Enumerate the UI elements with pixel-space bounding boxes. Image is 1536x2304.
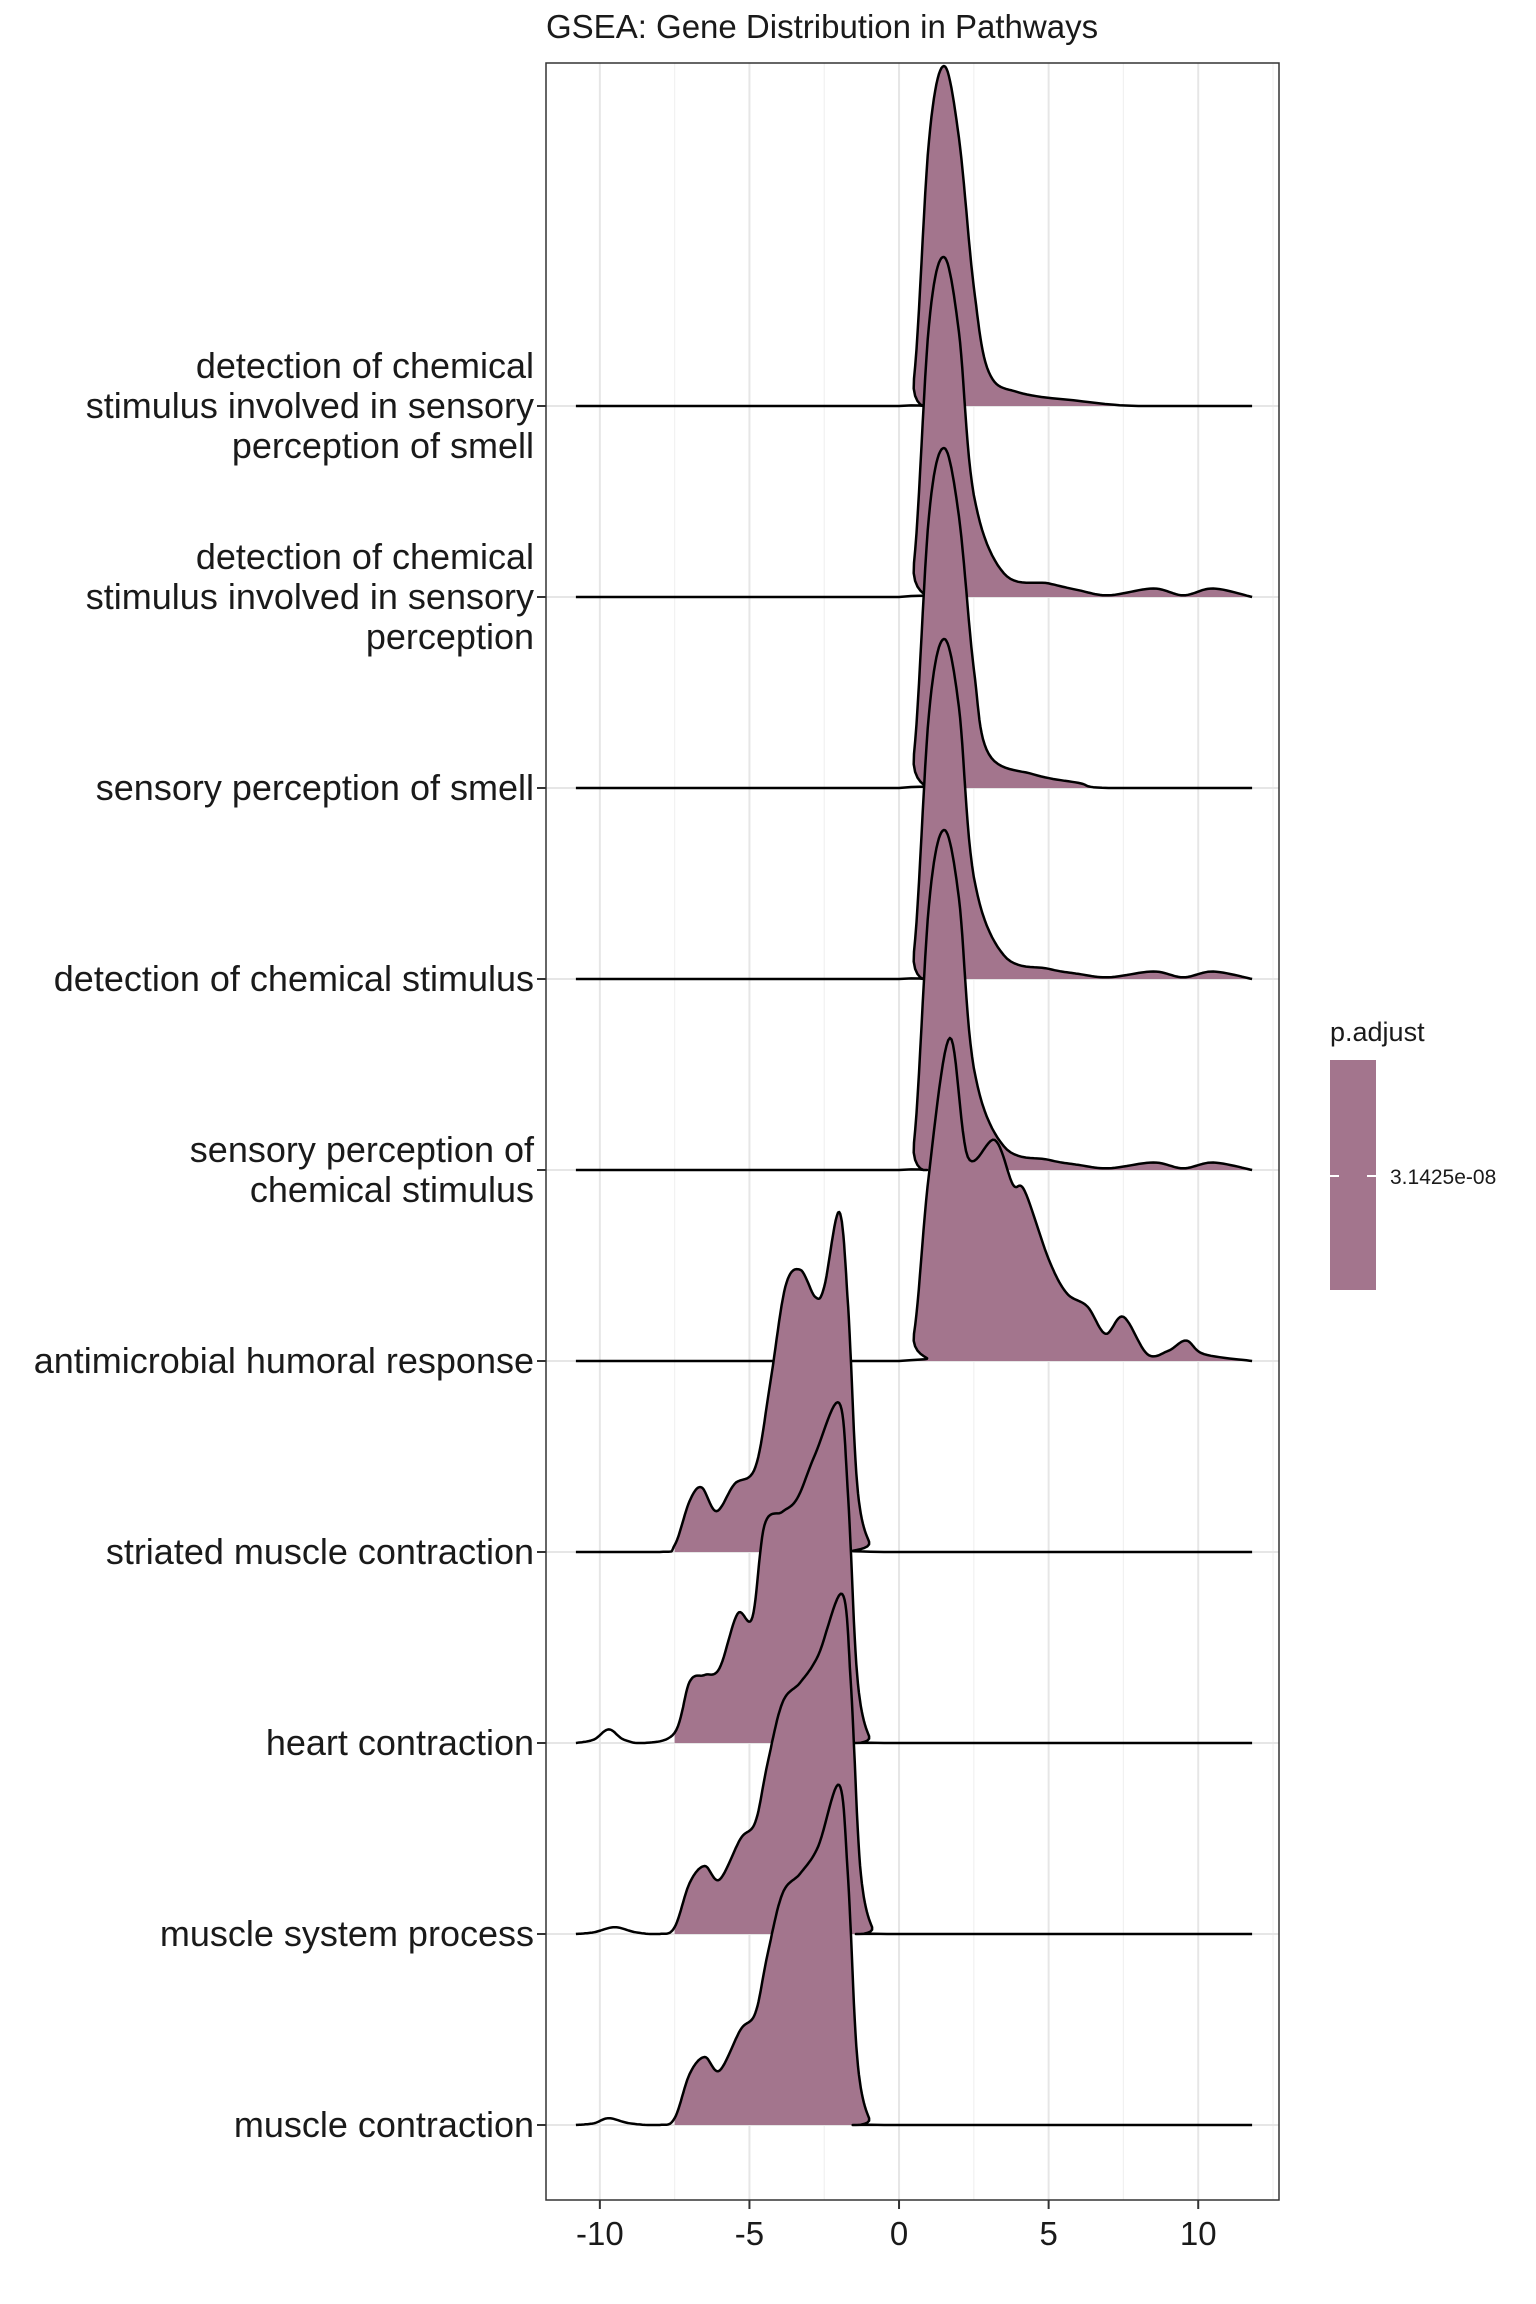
x-tick-label: 5 xyxy=(1039,2215,1057,2252)
ridge-outline xyxy=(575,1592,1253,1936)
x-tick-label: -5 xyxy=(735,2215,764,2252)
ridge-layer xyxy=(575,64,1253,2127)
x-tick-label: 0 xyxy=(890,2215,908,2252)
grid-layer xyxy=(546,63,1279,2200)
ridge-outline xyxy=(575,1036,1253,1363)
y-tick-label: striated muscle contraction xyxy=(106,1531,534,1572)
y-tick-label: detection of chemical stimulus xyxy=(54,958,534,999)
y-tick-label: stimulus involved in sensory xyxy=(86,385,534,426)
ridge-row xyxy=(575,1783,1253,2127)
panel-border xyxy=(545,62,1280,2201)
ridge-row xyxy=(575,1400,1253,1745)
y-tick-label: muscle system process xyxy=(160,1913,534,1954)
ridge-outline xyxy=(575,1210,1253,1554)
ridge-outline xyxy=(575,1783,1253,2127)
legend-tick-label: 3.1425e-08 xyxy=(1390,1166,1496,1189)
y-tick-label: antimicrobial humoral response xyxy=(34,1340,534,1381)
legend: p.adjust 3.1425e-08 xyxy=(1330,1017,1496,1290)
ridge-outline xyxy=(575,637,1253,981)
ridge-outline xyxy=(575,255,1253,599)
y-tick-label: heart contraction xyxy=(266,1722,534,1763)
y-tick-label: perception xyxy=(366,616,534,657)
y-tick-label: detection of chemical xyxy=(196,345,534,386)
ridge-fill xyxy=(899,1038,1253,1361)
chart-title: GSEA: Gene Distribution in Pathways xyxy=(546,8,1099,45)
ridge-row xyxy=(575,828,1253,1172)
ridge-outline xyxy=(575,64,1253,408)
y-tick-label: detection of chemical xyxy=(196,536,534,577)
ridge-row xyxy=(575,64,1253,408)
ridge-fill xyxy=(674,1784,1253,2125)
y-tick-label: muscle contraction xyxy=(234,2104,534,2145)
y-tick-label: stimulus involved in sensory xyxy=(86,576,534,617)
ridge-row xyxy=(575,1036,1253,1363)
x-tick-label: -10 xyxy=(576,2215,624,2252)
y-tick-label: sensory perception of xyxy=(190,1129,535,1170)
y-tick-label: sensory perception of smell xyxy=(96,767,534,808)
ridge-outline xyxy=(575,828,1253,1172)
ridge-row xyxy=(575,255,1253,599)
x-tick-label: 10 xyxy=(1180,2215,1217,2252)
ridge-row xyxy=(575,637,1253,981)
ridge-outline xyxy=(575,446,1253,790)
legend-title: p.adjust xyxy=(1330,1017,1425,1047)
y-tick-label: chemical stimulus xyxy=(250,1169,534,1210)
ridge-outline xyxy=(575,1400,1253,1745)
y-tick-label: perception of smell xyxy=(232,425,534,466)
x-axis: -10 -5 0 5 10 xyxy=(576,2200,1217,2252)
ridge-row xyxy=(575,1592,1253,1936)
ridge-row xyxy=(575,446,1253,790)
ridge-row xyxy=(575,1210,1253,1554)
